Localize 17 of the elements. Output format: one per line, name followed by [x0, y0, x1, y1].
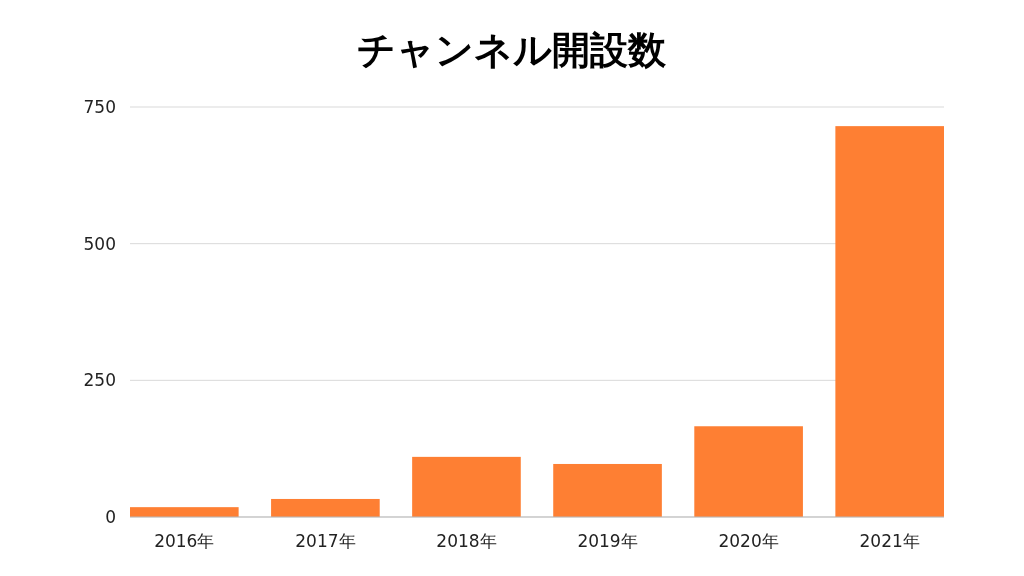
bar: [553, 463, 662, 517]
bar: [412, 456, 521, 517]
y-tick-label: 0: [105, 506, 116, 527]
bar: [130, 507, 239, 517]
y-tick-label: 500: [83, 233, 116, 254]
x-tick-label: 2017年: [295, 531, 356, 551]
x-tick-label: 2021年: [859, 531, 920, 551]
x-tick-label: 2016年: [154, 531, 215, 551]
bar: [271, 498, 380, 517]
x-tick-label: 2018年: [436, 531, 497, 551]
x-tick-label: 2020年: [718, 531, 779, 551]
x-tick-label: 2019年: [577, 531, 638, 551]
y-tick-label: 250: [83, 370, 116, 391]
bar: [694, 426, 803, 517]
y-tick-label: 750: [83, 96, 116, 117]
bar: [835, 126, 944, 517]
chart-title: チャンネル開設数: [356, 28, 667, 72]
